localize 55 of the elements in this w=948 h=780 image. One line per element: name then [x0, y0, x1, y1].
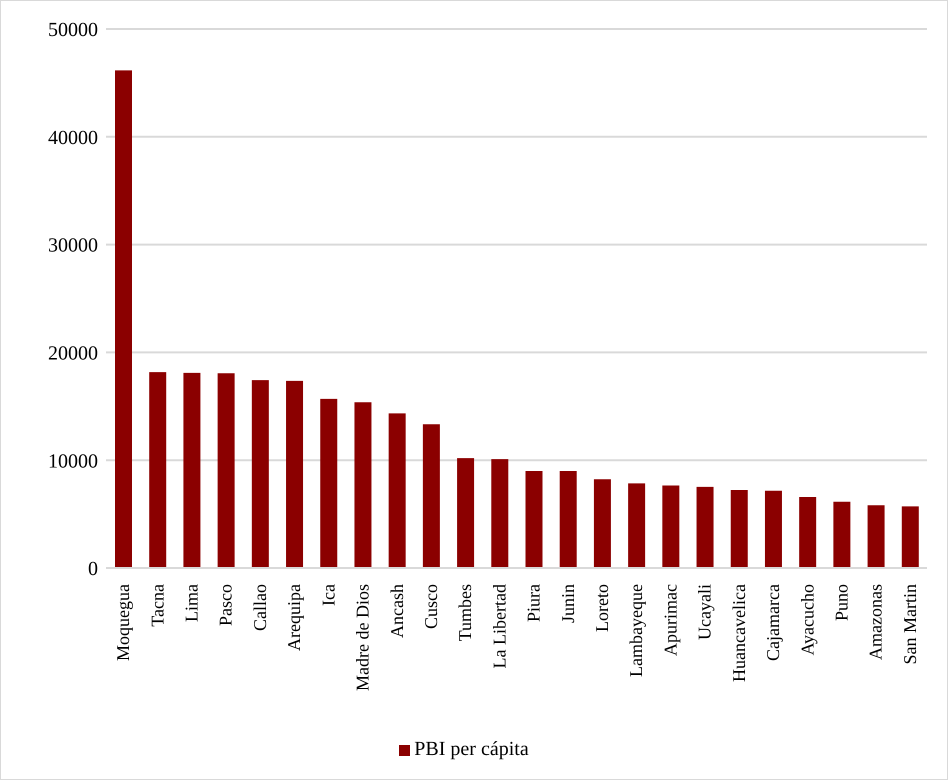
x-tick-label: San Martin	[900, 584, 920, 664]
x-tick-label: La Libertad	[489, 584, 510, 668]
bar	[799, 496, 816, 568]
x-tick-label: Ucayali	[694, 584, 715, 640]
x-tick-label: Lambayeque	[626, 584, 646, 677]
bar	[730, 490, 748, 568]
x-tick-label: Loreto	[592, 584, 612, 632]
x-tick-label: Callao	[250, 584, 270, 631]
bar	[457, 458, 474, 568]
bar	[218, 373, 235, 568]
bar	[868, 505, 885, 568]
bar	[696, 486, 714, 568]
x-tick-label: Lima	[182, 584, 202, 622]
bar	[764, 490, 782, 568]
x-tick-label: Cusco	[420, 584, 441, 629]
x-tick-label: Tacna	[147, 584, 168, 627]
x-tick-label: Pasco	[216, 584, 236, 626]
x-tick-label: Huancavelica	[728, 584, 749, 682]
bar	[594, 479, 611, 568]
bar	[526, 470, 542, 568]
x-tick-label: Junin	[558, 584, 578, 624]
bar	[149, 372, 166, 568]
x-tick-label: Ica	[318, 584, 338, 606]
x-tick-label: Ayacucho	[797, 584, 818, 656]
x-tick-label: Madre de Dios	[352, 584, 373, 691]
x-tick-label: Apurimac	[660, 584, 680, 656]
x-tick-label: Piura	[524, 584, 544, 622]
bar	[286, 380, 304, 568]
bar	[560, 470, 577, 568]
bar	[388, 413, 406, 568]
y-tick-label: 10000	[48, 450, 98, 472]
bar	[252, 380, 269, 568]
x-tick-label: Ancash	[386, 584, 407, 638]
y-tick-label: 0	[88, 558, 98, 580]
bar	[628, 483, 646, 568]
bar	[115, 70, 132, 568]
bar	[662, 486, 680, 568]
bar	[422, 424, 440, 568]
x-tick-label: Amazonas	[866, 584, 886, 660]
y-tick-label: 20000	[48, 342, 98, 364]
bar	[833, 502, 850, 568]
y-tick-label: 40000	[48, 126, 98, 149]
bar	[320, 398, 338, 568]
x-tick-label: Puno	[831, 584, 852, 622]
bar	[354, 402, 372, 568]
x-tick-label: Cajamarca	[763, 584, 784, 661]
bar	[491, 459, 508, 568]
bar	[183, 372, 200, 568]
x-tick-label: Moquegua	[113, 584, 134, 661]
x-tick-label: Tumbes	[455, 584, 476, 642]
bar	[902, 506, 919, 568]
y-tick-label: 50000	[48, 19, 98, 42]
y-tick-label: 30000	[48, 234, 98, 257]
legend-label: PBI per cápita	[414, 738, 529, 760]
x-tick-label: Arequipa	[284, 584, 304, 651]
